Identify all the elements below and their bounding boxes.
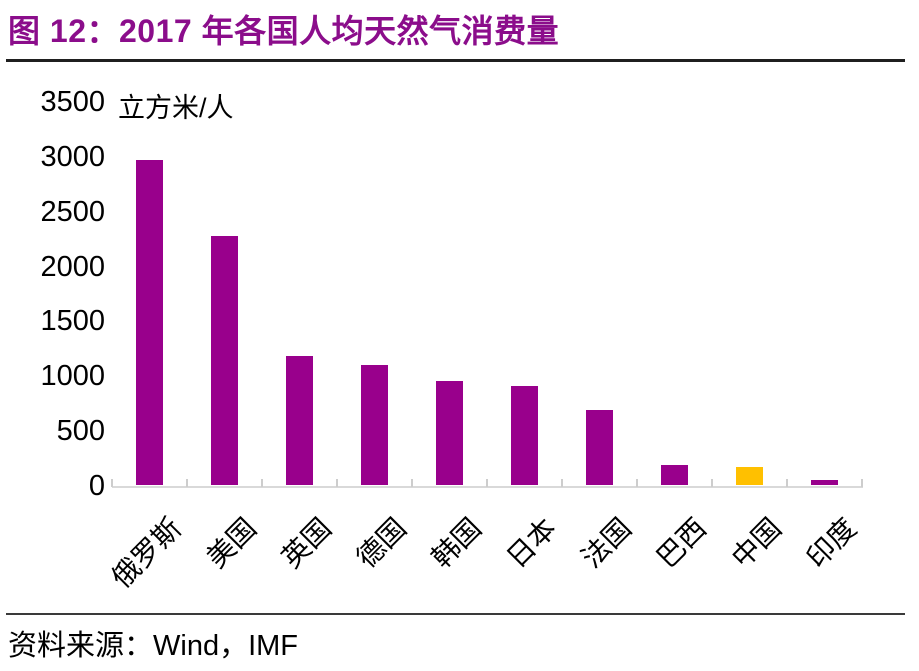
source-note: 资料来源：Wind，IMF xyxy=(8,630,299,662)
y-tick-label: 2500 xyxy=(40,195,105,228)
y-tick-label: 3000 xyxy=(40,140,105,173)
x-tick-mark xyxy=(561,479,563,487)
plot-area: 俄罗斯 美国 英国 德国 韩国 日本 法国 巴西 中国 印度 xyxy=(106,102,863,594)
title-divider xyxy=(6,59,905,62)
y-tick-label: 3500 xyxy=(40,86,105,118)
bar xyxy=(361,365,388,485)
y-tick-label: 500 xyxy=(56,415,105,448)
bar xyxy=(586,410,613,485)
footer-divider xyxy=(6,613,905,615)
x-category-label: 印度 xyxy=(801,512,863,574)
bar xyxy=(211,235,238,485)
x-category-label: 俄罗斯 xyxy=(106,512,188,594)
bar xyxy=(136,160,163,485)
bar xyxy=(661,464,688,485)
x-category-label: 法国 xyxy=(576,512,638,574)
x-category-label: 中国 xyxy=(726,512,788,574)
x-tick-mark xyxy=(336,479,338,487)
bar xyxy=(286,355,313,485)
x-tick-mark xyxy=(486,479,488,487)
y-tick-label: 0 xyxy=(88,470,105,502)
x-tick-mark xyxy=(861,479,863,487)
x-tick-mark xyxy=(261,479,263,487)
bar xyxy=(511,386,538,485)
x-tick-mark xyxy=(111,479,113,487)
bar xyxy=(436,380,463,485)
y-tick-label: 1500 xyxy=(40,305,105,338)
x-category-label: 英国 xyxy=(276,512,338,574)
x-category-label: 美国 xyxy=(201,512,263,574)
x-tick-mark xyxy=(711,479,713,487)
figure-title: 图 12：2017 年各国人均天然气消费量 xyxy=(8,13,560,49)
x-category-label: 巴西 xyxy=(651,512,713,574)
x-tick-mark xyxy=(411,479,413,487)
y-tick-label: 2000 xyxy=(40,250,105,283)
y-axis-unit-label: 立方米/人 xyxy=(118,93,234,123)
bar xyxy=(736,467,763,485)
x-category-label: 韩国 xyxy=(426,512,488,574)
x-tick-mark xyxy=(186,479,188,487)
x-axis-line xyxy=(112,486,863,488)
y-tick-label: 1000 xyxy=(40,360,105,393)
bar xyxy=(811,480,838,485)
x-tick-mark xyxy=(786,479,788,487)
x-tick-mark xyxy=(636,479,638,487)
x-category-label: 德国 xyxy=(351,512,413,574)
x-category-label: 日本 xyxy=(501,512,563,574)
